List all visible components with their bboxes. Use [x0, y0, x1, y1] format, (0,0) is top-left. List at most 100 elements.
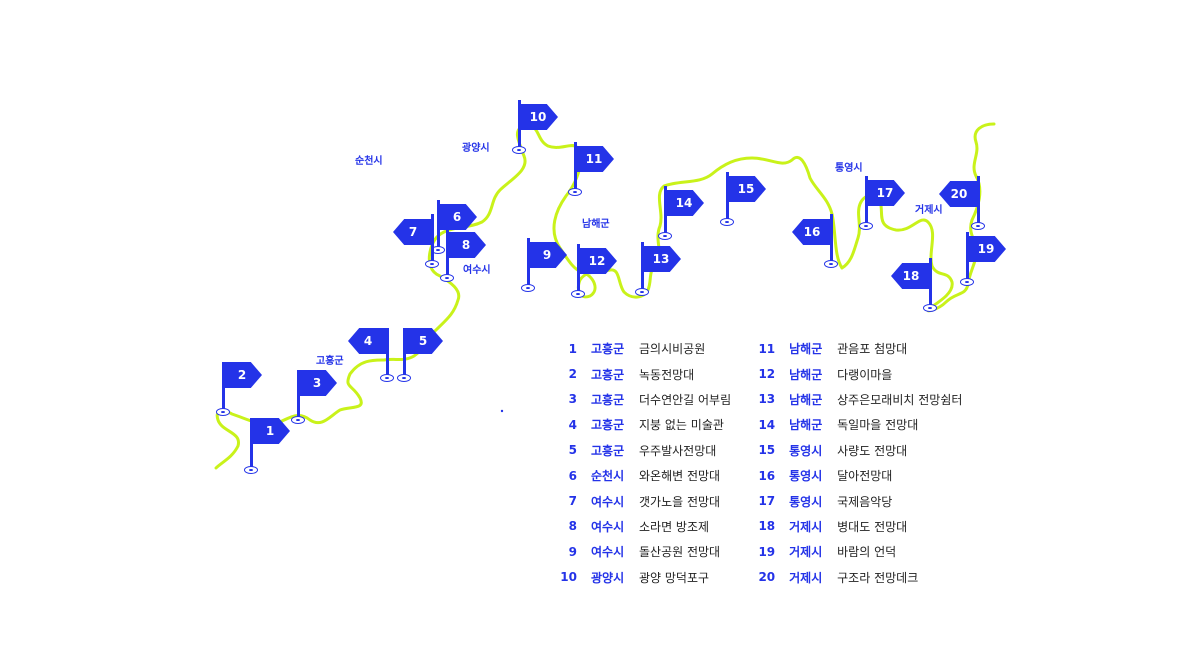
legend-region: 통영시 [789, 443, 823, 458]
legend-number: 20 [758, 570, 776, 585]
legend-number: 1 [568, 341, 577, 356]
legend-item[interactable]: 7 여수시 갯가노을 전망대 [555, 488, 731, 513]
legend-number: 19 [758, 544, 776, 559]
flag-label-12: 12 [577, 248, 617, 274]
flag-marker-15[interactable]: 15 [720, 172, 786, 252]
legend-item[interactable]: 4 고흥군 지붕 없는 미술관 [555, 412, 731, 437]
flag-label-3: 3 [297, 370, 337, 396]
legend-place: 금의시비공원 [639, 342, 706, 357]
legend-place: 국제음악당 [837, 494, 893, 509]
legend-item[interactable]: 12 남해군 다랭이마을 [753, 361, 962, 386]
legend-number: 18 [758, 519, 776, 534]
legend-region: 고흥군 [591, 367, 625, 382]
legend-place: 구조라 전망데크 [837, 570, 919, 585]
legend-place: 광양 망덕포구 [639, 570, 710, 585]
legend-column-left: 1 고흥군 금의시비공원 2 고흥군 녹동전망대 3 고흥군 더수연안길 어부림 4 고흥군 지… [555, 336, 731, 590]
flag-marker-9[interactable]: 9 [521, 238, 587, 318]
flag-marker-6[interactable]: 6 [431, 200, 497, 280]
legend: 1 고흥군 금의시비공원 2 고흥군 녹동전망대 3 고흥군 더수연안길 어부림 4 고흥군 지… [555, 336, 962, 590]
legend-place: 갯가노을 전망대 [639, 494, 721, 509]
legend-place: 와온해변 전망대 [639, 469, 721, 484]
city-label-yeosu: 여수시 [463, 265, 491, 276]
legend-region: 거제시 [789, 519, 823, 534]
map-dot [500, 409, 504, 413]
legend-item[interactable]: 14 남해군 독일마을 전망대 [753, 412, 962, 437]
legend-item[interactable]: 10 광양시 광양 망덕포구 [555, 565, 731, 590]
legend-place: 녹동전망대 [639, 367, 695, 382]
flag-marker-17[interactable]: 17 [859, 176, 925, 256]
legend-number: 6 [568, 468, 577, 483]
flag-marker-5[interactable]: 5 [397, 328, 463, 408]
legend-region: 통영시 [789, 494, 823, 509]
legend-number: 14 [758, 417, 776, 432]
legend-item[interactable]: 8 여수시 소라면 방조제 [555, 514, 731, 539]
legend-item[interactable]: 18 거제시 병대도 전망대 [753, 514, 962, 539]
flag-marker-11[interactable]: 11 [568, 142, 634, 222]
legend-place: 사량도 전망대 [837, 443, 908, 458]
legend-place: 독일마을 전망대 [837, 418, 919, 433]
flag-label-17: 17 [865, 180, 905, 206]
legend-place: 달아전망대 [837, 469, 893, 484]
legend-region: 여수시 [591, 545, 625, 560]
legend-number: 12 [758, 367, 776, 382]
flag-marker-8[interactable]: 8 [440, 228, 506, 308]
legend-number: 17 [758, 494, 776, 509]
city-label-goheung: 고흥군 [316, 356, 344, 367]
flag-marker-20[interactable]: 20 [939, 176, 1037, 256]
legend-region: 남해군 [789, 367, 823, 382]
legend-item[interactable]: 5 고흥군 우주발사전망대 [555, 438, 731, 463]
legend-place: 상주은모래비치 전망쉼터 [837, 392, 963, 407]
legend-item[interactable]: 15 통영시 사량도 전망대 [753, 438, 962, 463]
flag-label-14: 14 [664, 190, 704, 216]
legend-place: 다랭이마을 [837, 367, 893, 382]
legend-place: 더수연안길 어부림 [639, 392, 732, 407]
flag-marker-3[interactable]: 3 [291, 370, 357, 450]
flag-marker-2[interactable]: 2 [216, 362, 282, 442]
flag-label-15: 15 [726, 176, 766, 202]
legend-number: 11 [758, 341, 776, 356]
legend-item[interactable]: 13 남해군 상주은모래비치 전망쉼터 [753, 387, 962, 412]
legend-item[interactable]: 20 거제시 구조라 전망데크 [753, 565, 962, 590]
legend-region: 순천시 [591, 469, 625, 484]
legend-item[interactable]: 2 고흥군 녹동전망대 [555, 361, 731, 386]
legend-region: 남해군 [789, 392, 823, 407]
legend-item[interactable]: 17 통영시 국제음악당 [753, 488, 962, 513]
city-label-namhae: 남해군 [582, 219, 610, 230]
legend-place: 지붕 없는 미술관 [639, 418, 724, 433]
legend-column-right: 11 남해군 관음포 첨망대 12 남해군 다랭이마을 13 남해군 상주은모래비치 전망쉼… [753, 336, 962, 590]
legend-item[interactable]: 3 고흥군 더수연안길 어부림 [555, 387, 732, 412]
legend-place: 우주발사전망대 [639, 443, 717, 458]
legend-place: 관음포 첨망대 [837, 342, 908, 357]
legend-item[interactable]: 6 순천시 와온해변 전망대 [555, 463, 731, 488]
legend-item[interactable]: 1 고흥군 금의시비공원 [555, 336, 731, 361]
legend-region: 고흥군 [591, 342, 625, 357]
legend-number: 8 [568, 519, 577, 534]
flag-marker-10[interactable]: 10 [512, 100, 578, 180]
legend-region: 거제시 [789, 545, 823, 560]
legend-region: 여수시 [591, 494, 625, 509]
legend-region: 남해군 [789, 418, 823, 433]
legend-item[interactable]: 19 거제시 바람의 언덕 [753, 539, 962, 564]
legend-item[interactable]: 11 남해군 관음포 첨망대 [753, 336, 962, 361]
flag-marker-12[interactable]: 12 [571, 244, 637, 324]
legend-number: 15 [758, 443, 776, 458]
legend-item[interactable]: 9 여수시 돌산공원 전망대 [555, 539, 731, 564]
city-label-suncheon: 순천시 [355, 156, 383, 167]
legend-number: 10 [560, 570, 577, 585]
flag-label-9: 9 [527, 242, 567, 268]
flag-label-10: 10 [518, 104, 558, 130]
legend-region: 여수시 [591, 519, 625, 534]
flag-label-2: 2 [222, 362, 262, 388]
flag-label-11: 11 [574, 146, 614, 172]
legend-item[interactable]: 16 통영시 달아전망대 [753, 463, 962, 488]
flag-marker-13[interactable]: 13 [635, 242, 701, 322]
legend-place: 소라면 방조제 [639, 519, 710, 534]
city-label-tongyeong: 통영시 [835, 163, 863, 174]
flag-marker-14[interactable]: 14 [658, 186, 724, 266]
flag-marker-1[interactable]: 1 [244, 418, 310, 498]
legend-region: 거제시 [789, 570, 823, 585]
city-label-geoje: 거제시 [915, 205, 943, 216]
flag-marker-19[interactable]: 19 [960, 232, 1026, 312]
legend-region: 고흥군 [591, 418, 625, 433]
